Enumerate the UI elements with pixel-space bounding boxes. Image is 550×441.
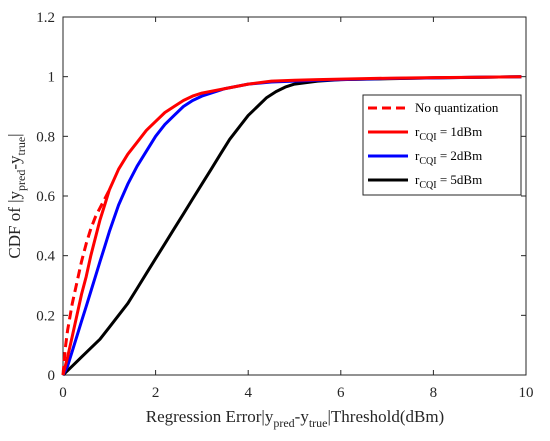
legend-label: No quantization (415, 100, 499, 115)
series-line (61, 189, 111, 376)
y-tick-label: 1 (48, 70, 56, 86)
legend-label: rCQI = 1dBm (415, 124, 482, 143)
y-tick-label: 0.4 (36, 249, 55, 265)
x-axis-label: Regression Error|ypred-ytrue|Threshold(d… (146, 407, 444, 430)
legend-label: rCQI = 2dBm (415, 148, 482, 167)
y-axis-label: CDF of |ypred-ytrue| (5, 133, 28, 258)
y-tick-label: 0.6 (36, 189, 55, 205)
x-tick-label: 4 (244, 385, 252, 401)
y-tick-label: 0.8 (36, 129, 55, 145)
legend-box (362, 94, 522, 196)
y-tick-label: 0 (48, 368, 56, 384)
plot-area (62, 16, 527, 376)
y-tick-label: 0.2 (36, 308, 55, 324)
legend-label: rCQI = 5dBm (415, 172, 482, 191)
x-tick-label: 8 (430, 385, 438, 401)
x-tick-label: 0 (59, 385, 67, 401)
x-tick-label: 10 (519, 385, 534, 401)
x-tick-label: 2 (152, 385, 160, 401)
x-tick-label: 6 (337, 385, 345, 401)
axis-ticks: 0 2 4 6 8 10 0 0.2 0.4 0.6 0.8 1 1.2 (36, 10, 533, 401)
series-line (61, 75, 522, 376)
legend: No quantization rCQI = 1dBm rCQI = 2dBm rCQ… (362, 94, 522, 196)
series-lines (61, 75, 522, 377)
y-tick-label: 1.2 (36, 10, 55, 26)
